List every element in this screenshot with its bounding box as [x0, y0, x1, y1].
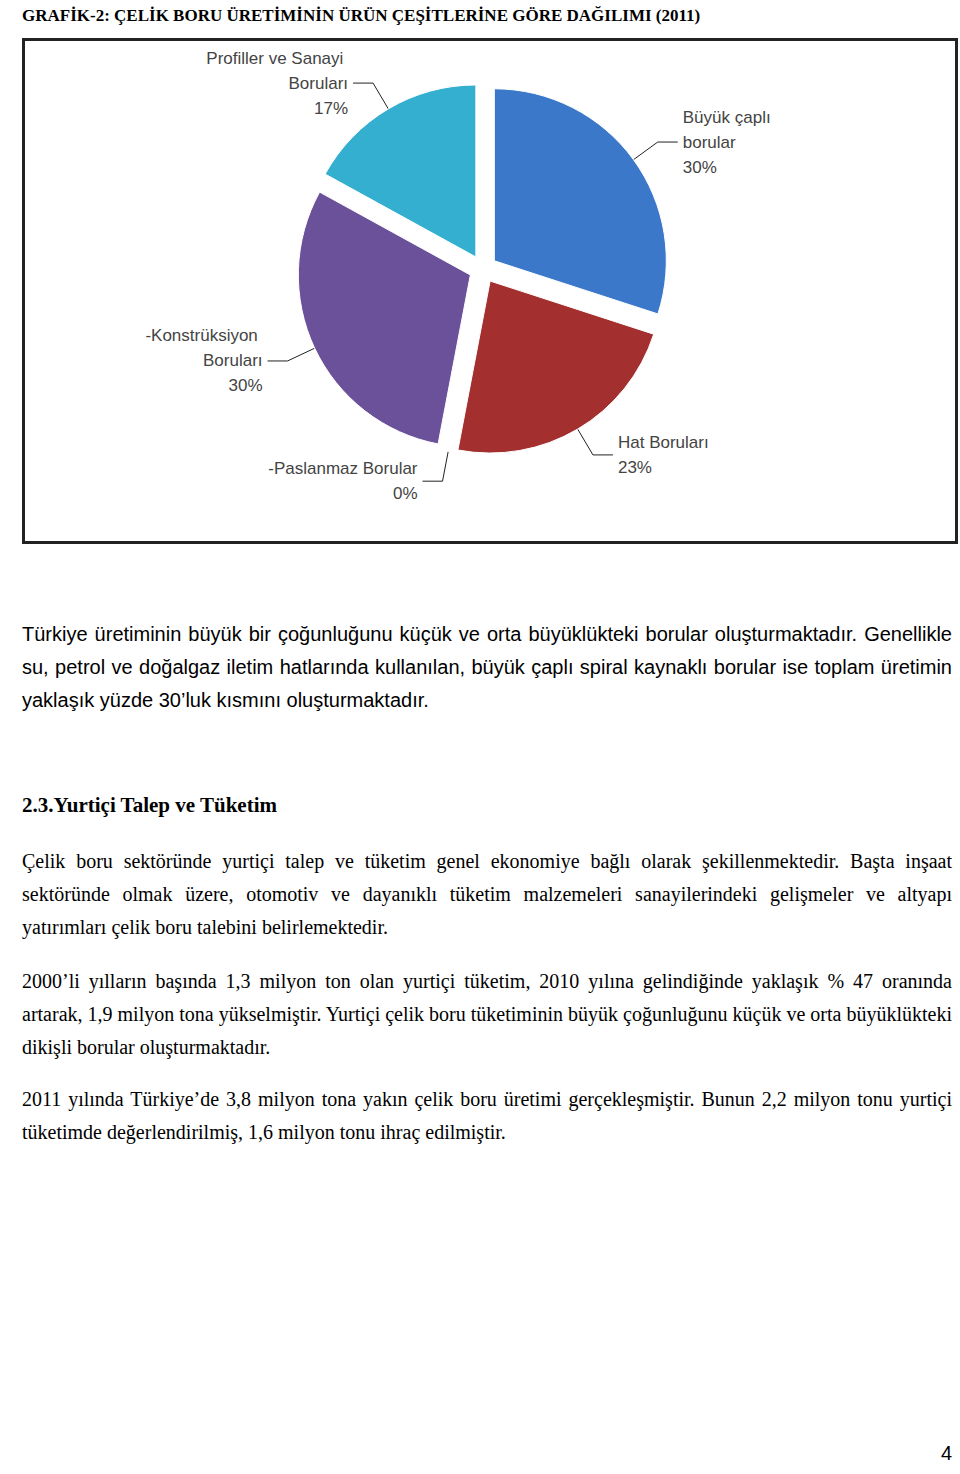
html-text:2.3.Yurtiçi Talep ve Tüketim: 2.3.Yurtiçi Talep ve Tüketim — [22, 793, 277, 817]
html-text:Çelik boru sektöründe yurtiçi: Çelik boru sektöründe yurtiçi talep ve t… — [22, 850, 952, 938]
svg-text:Hat Boruları: Hat Boruları — [618, 433, 709, 452]
html-text:GRAFİK-2: ÇELİK BORU ÜRETİMİNİ: GRAFİK-2: ÇELİK BORU ÜRETİMİNİN ÜRÜN ÇEŞ… — [22, 6, 701, 25]
svg-text:-Paslanmaz Borular: -Paslanmaz Borular — [268, 459, 418, 478]
svg-text:Boruları: Boruları — [203, 351, 263, 370]
html-text:2011 yılında Türkiye’de 3,8 mi: 2011 yılında Türkiye’de 3,8 milyon tona … — [22, 1088, 952, 1143]
svg-text:Profiller ve Sanayi: Profiller ve Sanayi — [206, 49, 348, 68]
svg-text:borular: borular — [683, 133, 736, 152]
svg-text:0%: 0% — [393, 484, 418, 503]
svg-text:Büyük çaplı: Büyük çaplı — [683, 108, 776, 127]
html-text:4: 4 — [940, 1442, 952, 1464]
svg-text:30%: 30% — [229, 376, 263, 395]
html-text:2000’li yılların başında 1,3 m: 2000’li yılların başında 1,3 milyon ton … — [22, 970, 952, 1058]
svg-text:30%: 30% — [683, 158, 717, 177]
svg-text:Boruları: Boruları — [289, 74, 349, 93]
svg-text:-Konstrüksiyon: -Konstrüksiyon — [145, 326, 262, 345]
svg-text:17%: 17% — [314, 99, 348, 118]
svg-text:23%: 23% — [618, 458, 652, 477]
html-text:Türkiye üretiminin büyük bir ç: Türkiye üretiminin büyük bir çoğunluğunu… — [22, 623, 952, 711]
